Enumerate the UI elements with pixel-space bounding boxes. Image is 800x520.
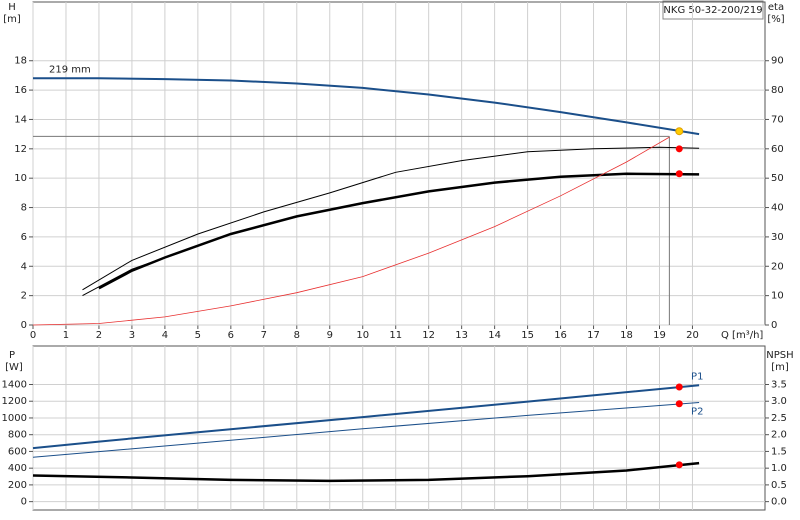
operating-point bbox=[675, 145, 683, 153]
x-tick-label: 19 bbox=[653, 330, 666, 341]
y-tick-label: 12 bbox=[14, 144, 27, 155]
x-tick-label: 1 bbox=[63, 330, 69, 341]
y-axis-name: H bbox=[8, 2, 16, 13]
y-tick-label: 600 bbox=[8, 446, 27, 457]
title-box bbox=[662, 0, 764, 20]
y2-tick-label: 30 bbox=[771, 232, 784, 243]
plot-frame bbox=[32, 345, 766, 511]
series-label: P2 bbox=[691, 406, 703, 417]
x-tick-label: 8 bbox=[294, 330, 300, 341]
y2-axis-unit: [m] bbox=[771, 362, 789, 373]
series-label: P1 bbox=[691, 371, 703, 382]
chart-title: NKG 50-32-200/219 bbox=[663, 5, 762, 16]
y2-tick-label: 1.0 bbox=[771, 463, 787, 474]
y-tick-label: 1200 bbox=[2, 396, 27, 407]
operating-point bbox=[675, 400, 683, 408]
x-tick-label: 13 bbox=[455, 330, 468, 341]
y-tick-label: 0 bbox=[21, 320, 27, 331]
y-tick-label: 14 bbox=[14, 114, 27, 125]
y-axis-name: P bbox=[9, 350, 15, 361]
y2-tick-label: 0 bbox=[771, 320, 777, 331]
operating-point bbox=[675, 383, 683, 391]
x-tick-label: 2 bbox=[96, 330, 102, 341]
series-line bbox=[32, 384, 700, 450]
x-tick-label: 0 bbox=[30, 330, 36, 341]
x-tick-label: 4 bbox=[162, 330, 168, 341]
y2-tick-label: 80 bbox=[771, 85, 784, 96]
x-tick-label: 5 bbox=[195, 330, 201, 341]
x-tick-label: 20 bbox=[686, 330, 699, 341]
y-tick-label: 10 bbox=[14, 173, 27, 184]
y-tick-label: 800 bbox=[8, 430, 27, 441]
series-line bbox=[33, 77, 700, 136]
y2-tick-label: 3.5 bbox=[771, 379, 787, 390]
y2-tick-label: 2.5 bbox=[771, 413, 787, 424]
x-tick-label: 11 bbox=[389, 330, 402, 341]
y-tick-label: 1400 bbox=[2, 379, 27, 390]
series-line bbox=[98, 172, 700, 290]
x-tick-label: 3 bbox=[129, 330, 135, 341]
x-tick-label: 14 bbox=[488, 330, 501, 341]
x-tick-label: 15 bbox=[521, 330, 534, 341]
operating-point bbox=[675, 170, 683, 178]
y-tick-label: 2 bbox=[21, 291, 27, 302]
y2-tick-label: 20 bbox=[771, 261, 784, 272]
y-tick-label: 18 bbox=[14, 56, 27, 67]
x-tick-label: 7 bbox=[261, 330, 267, 341]
operating-point bbox=[675, 127, 684, 136]
series-line bbox=[82, 146, 700, 291]
y-tick-label: 0 bbox=[21, 497, 27, 508]
y2-tick-label: 90 bbox=[771, 56, 784, 67]
y-axis-unit: [m] bbox=[3, 14, 21, 25]
x-tick-label: 17 bbox=[587, 330, 600, 341]
y2-tick-label: 60 bbox=[771, 144, 784, 155]
y2-axis-name: eta bbox=[768, 2, 784, 13]
series-label: 219 mm bbox=[49, 64, 91, 75]
y2-axis-unit: [%] bbox=[767, 14, 784, 25]
series-line bbox=[32, 402, 700, 458]
y2-tick-label: 40 bbox=[771, 203, 784, 214]
y2-tick-label: 0.5 bbox=[771, 480, 787, 491]
x-tick-label: 10 bbox=[356, 330, 369, 341]
y2-tick-label: 0.0 bbox=[771, 497, 787, 508]
y2-tick-label: 10 bbox=[771, 291, 784, 302]
operating-point bbox=[675, 461, 683, 469]
y-tick-label: 8 bbox=[21, 203, 27, 214]
y-tick-label: 16 bbox=[14, 85, 27, 96]
plot-frame bbox=[32, 1, 766, 326]
y-tick-label: 1000 bbox=[2, 413, 27, 424]
y-tick-label: 200 bbox=[8, 480, 27, 491]
y2-tick-label: 2.0 bbox=[771, 430, 787, 441]
x-tick-label: 9 bbox=[327, 330, 333, 341]
x-tick-label: 12 bbox=[422, 330, 435, 341]
x-tick-label: 16 bbox=[554, 330, 567, 341]
x-axis-label: Q [m³/h] bbox=[721, 330, 763, 341]
series-line bbox=[32, 136, 670, 326]
y-tick-label: 400 bbox=[8, 463, 27, 474]
y-tick-label: 6 bbox=[21, 232, 27, 243]
y2-tick-label: 1.5 bbox=[771, 446, 787, 457]
y2-tick-label: 50 bbox=[771, 173, 784, 184]
x-tick-label: 18 bbox=[620, 330, 633, 341]
y-axis-unit: [W] bbox=[5, 362, 23, 373]
y2-axis-name: NPSH bbox=[766, 350, 793, 361]
y2-tick-label: 3.0 bbox=[771, 396, 787, 407]
series-line bbox=[32, 461, 700, 483]
y-tick-label: 4 bbox=[21, 261, 27, 272]
x-tick-label: 6 bbox=[228, 330, 234, 341]
y2-tick-label: 70 bbox=[771, 114, 784, 125]
